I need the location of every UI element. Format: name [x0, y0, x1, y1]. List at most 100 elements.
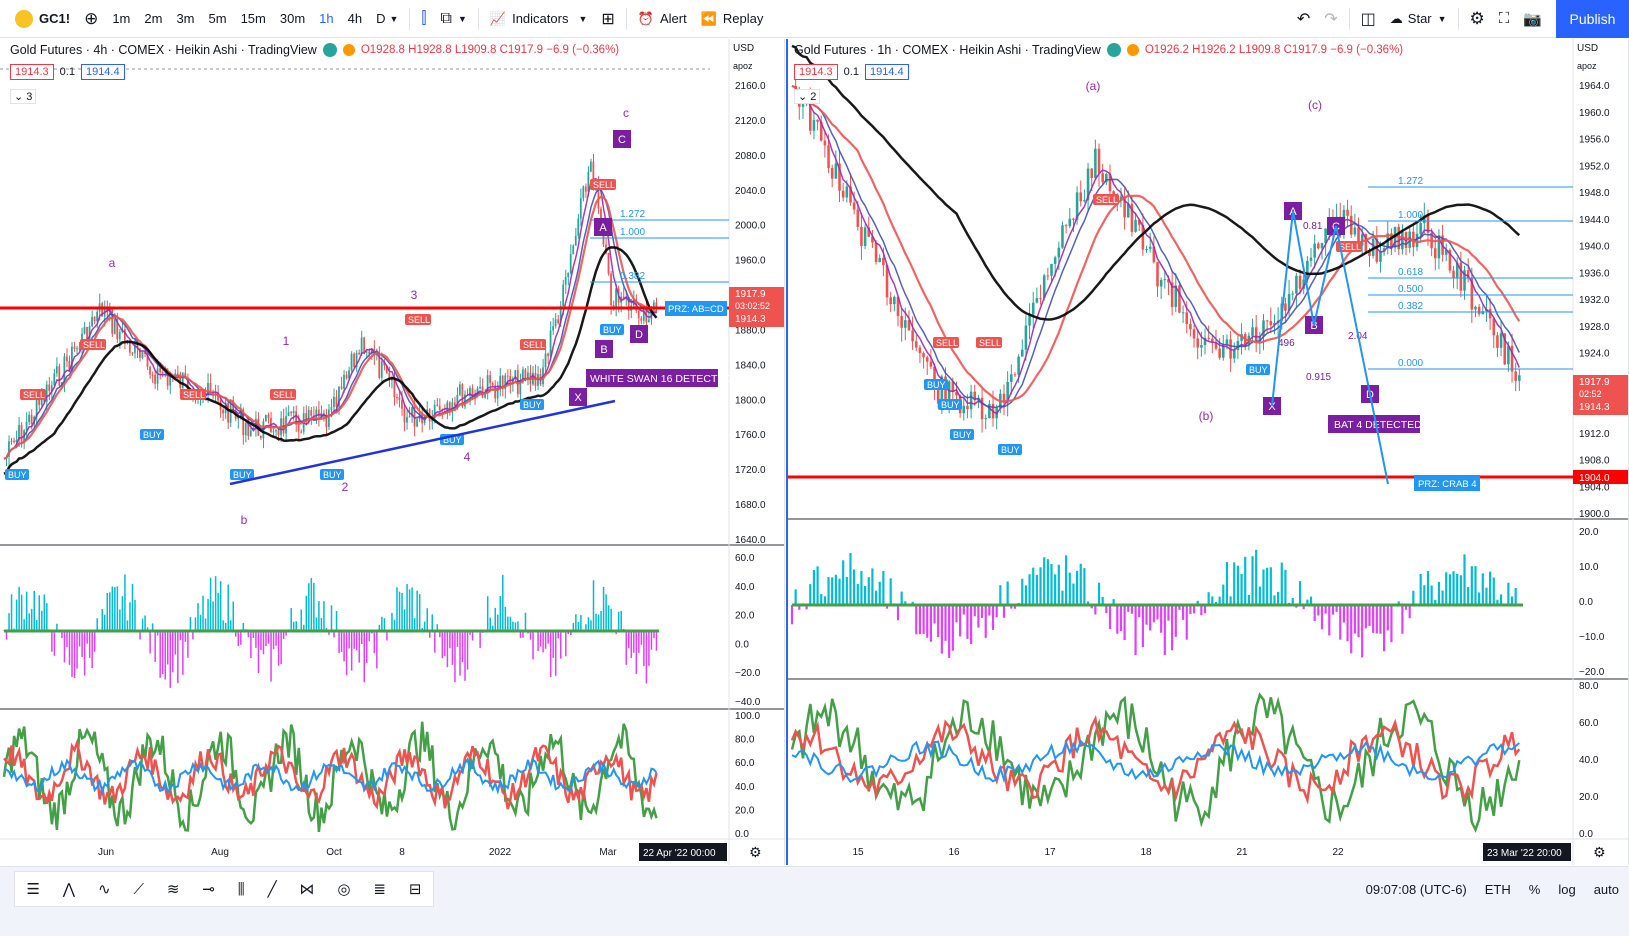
auto-toggle[interactable]: auto — [1593, 881, 1619, 897]
candle-body — [640, 318, 643, 321]
bar-style-button[interactable]: ⫿ — [421, 9, 427, 27]
indicators-button[interactable]: 📈 Indicators ▼ — [483, 0, 594, 38]
candle-body — [969, 391, 973, 410]
candle-body — [1101, 173, 1104, 183]
top-toolbar: GC1! ⊕ 1m 2m 3m 5m 15m 30m 1h 4h D ▼ ⫿ ⧉ ▼… — [0, 0, 1629, 38]
interval-1h[interactable]: 1h — [319, 11, 334, 26]
ma-slow-line — [791, 44, 1521, 321]
sell-signal-bg — [1093, 194, 1119, 205]
candle-body — [139, 348, 141, 358]
interval-2m[interactable]: 2m — [144, 11, 163, 26]
candle-body — [1503, 333, 1507, 365]
time-tick-label: 22 — [1332, 847, 1344, 858]
candle-body — [1039, 298, 1042, 300]
candle-style-button[interactable]: ⧉ ▼ — [440, 9, 467, 27]
ray-tool-icon[interactable]: ╱ — [267, 881, 277, 898]
sell-signal: SELL — [23, 390, 45, 400]
candle-body — [860, 226, 863, 247]
chart-pane-right[interactable]: Gold Futures · 1h · COMEX · Heikin Ashi … — [786, 39, 1629, 865]
candle-body — [401, 400, 403, 409]
candle-body — [1317, 243, 1320, 249]
redo-button[interactable]: ↷ — [1324, 10, 1338, 28]
wave-tool-icon[interactable]: ∿ — [97, 881, 111, 898]
pattern-tool-icon[interactable]: ⋀ — [62, 881, 76, 898]
trendline-tool-icon[interactable]: ⟋ — [133, 880, 144, 898]
right-sell-price[interactable]: 1914.3 — [794, 64, 838, 80]
left-sell-price[interactable]: 1914.3 — [10, 64, 54, 80]
templates-button[interactable]: ⊞ — [601, 10, 615, 28]
interval-1m[interactable]: 1m — [112, 11, 131, 26]
right-legend: Gold Futures · 1h · COMEX · Heikin Ashi … — [794, 43, 1403, 57]
log-toggle[interactable]: log — [1558, 881, 1576, 897]
left-collapse-toggle[interactable]: ⌄ 3 — [10, 89, 37, 104]
right-collapse-toggle[interactable]: ⌄ 2 — [794, 89, 821, 104]
publish-button[interactable]: Publish — [1556, 0, 1629, 38]
xabcd-tool-icon[interactable]: ⋈ — [299, 881, 315, 898]
interval-d[interactable]: D ▼ — [369, 0, 405, 38]
interval-4h[interactable]: 4h — [347, 11, 363, 26]
chart-pane-left[interactable]: Gold Futures · 4h · COMEX · Heikin Ashi … — [0, 39, 785, 865]
cycle-tool-icon[interactable]: ◎ — [337, 881, 351, 898]
buy-signal-bg — [320, 469, 344, 480]
star-label: Star — [1407, 11, 1432, 26]
price-tick-label: 1960.0 — [1579, 108, 1610, 119]
time-tick-label: 18 — [1140, 847, 1152, 858]
candle-body — [30, 414, 33, 424]
candle-body — [209, 382, 212, 393]
fib-tool-icon[interactable]: ≣ — [373, 881, 386, 898]
channel-tool-icon[interactable]: ≋ — [166, 881, 180, 898]
symbol-search[interactable]: GC1! — [0, 0, 77, 38]
gann-tool-icon[interactable]: ⊟ — [408, 881, 422, 898]
star-button[interactable]: ☁ Star ▼ — [1383, 0, 1454, 38]
candle-body — [327, 409, 330, 428]
candle-body — [406, 417, 408, 423]
settings-button[interactable]: ⚙ — [1463, 0, 1492, 38]
candle-body — [1094, 148, 1097, 178]
separator — [625, 7, 627, 30]
alert-button[interactable]: ⏰ Alert — [631, 0, 694, 38]
pattern-point-X: X — [1268, 401, 1276, 413]
candle-body — [247, 423, 250, 436]
layout-button[interactable]: ◫ — [1360, 10, 1376, 28]
snapshot-button[interactable]: 📷 — [1516, 0, 1549, 38]
replay-button[interactable]: ⏪ Replay — [694, 0, 771, 38]
lines-tool-icon[interactable]: ☰ — [26, 881, 40, 898]
candle-body — [849, 186, 852, 203]
compare-button[interactable]: ⊕ — [84, 8, 99, 28]
percent-toggle[interactable]: % — [1528, 881, 1541, 897]
candle-body — [25, 421, 28, 431]
interval-5m[interactable]: 5m — [208, 11, 227, 26]
candle-body — [1145, 248, 1148, 250]
candle-body — [411, 407, 413, 417]
fullscreen-button[interactable]: ⛶ — [1492, 0, 1517, 38]
ma-fast-line — [791, 85, 1520, 415]
price-tick-label: 1908.0 — [1579, 456, 1610, 467]
price-tick-label: 1932.0 — [1579, 295, 1610, 306]
left-price-box: 1914.3 0.1 1914.4 — [10, 64, 125, 80]
candle-body — [169, 376, 172, 386]
candle-body — [1222, 344, 1225, 358]
bid-price: 1914.3 — [1579, 402, 1610, 413]
candle-body — [15, 439, 18, 443]
candle-body — [823, 140, 827, 146]
wave-label: 3 — [411, 288, 418, 302]
left-chart-canvas[interactable]: 2160.02120.02080.02040.02000.01960.01920… — [0, 39, 785, 865]
time-badge-bg — [1483, 843, 1571, 861]
session-toggle[interactable]: ETH — [1484, 881, 1511, 897]
left-buy-price[interactable]: 1914.4 — [80, 64, 125, 80]
clock-time[interactable]: 09:07:08 (UTC-6) — [1365, 881, 1467, 897]
undo-button[interactable]: ↶ — [1296, 10, 1311, 28]
time-tick-label: 2022 — [489, 847, 512, 858]
time-tick-label: 16 — [948, 847, 960, 858]
camera-icon: 📷 — [1523, 10, 1542, 28]
right-chart-canvas[interactable]: 1964.0 1960.0 1956.0 1952.0 1948.0 1944.0 1940… — [788, 39, 1629, 865]
right-buy-price[interactable]: 1914.4 — [864, 64, 909, 80]
interval-30m[interactable]: 30m — [279, 11, 306, 26]
candle-body — [1474, 306, 1477, 310]
interval-15m[interactable]: 15m — [240, 11, 266, 26]
horizontal-tool-icon[interactable]: ⊸ — [202, 881, 215, 898]
candle-body — [966, 405, 969, 410]
candle-body — [1251, 327, 1254, 336]
interval-3m[interactable]: 3m — [176, 11, 195, 26]
bars-tool-icon[interactable]: ⫼ — [237, 880, 245, 898]
